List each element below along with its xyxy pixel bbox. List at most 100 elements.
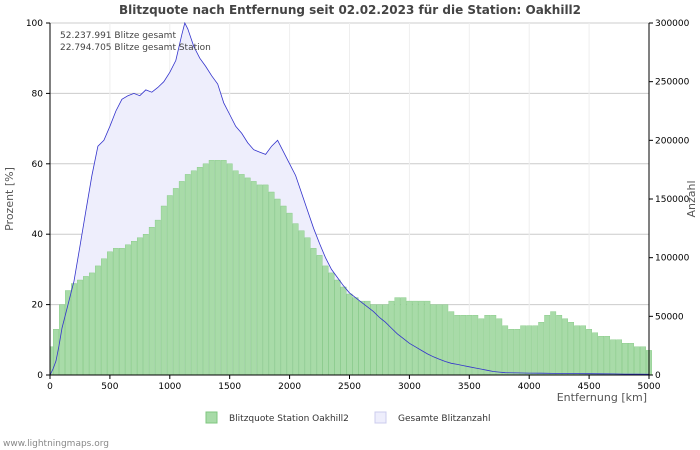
quota-bar-2600 (358, 300, 365, 376)
quota-bar-2550 (352, 297, 359, 376)
station-quota-bars (50, 160, 652, 376)
quota-bar-300 (82, 276, 89, 376)
quota-bar-4500 (586, 329, 593, 376)
quota-bar-1550 (232, 170, 239, 376)
quota-bar-800 (142, 233, 149, 376)
quota-bar-1650 (244, 177, 251, 376)
quota-bar-3250 (436, 304, 443, 376)
quota-bar-2500 (346, 293, 353, 376)
quota-bar-4850 (628, 343, 634, 376)
quota-bar-2400 (334, 279, 341, 376)
quota-bar-850 (148, 226, 155, 376)
quota-bar-500 (106, 251, 113, 376)
y-left-tick-label-100: 100 (26, 19, 43, 29)
y-right-tick-label-200000: 200000 (655, 136, 690, 146)
legend-label-total: Gesamte Blitzanzahl (398, 414, 491, 424)
x-tick-label-500: 500 (101, 382, 118, 392)
quota-bar-3400 (454, 315, 461, 376)
quota-bar-3750 (496, 318, 503, 376)
quota-bar-4050 (532, 325, 539, 376)
quota-bar-4450 (580, 325, 587, 376)
x-axis-label: Entfernung [km] (557, 391, 647, 404)
total-strikes-line-path (49, 21, 650, 376)
quota-bar-1100 (178, 181, 185, 376)
quota-bar-4150 (544, 315, 551, 376)
quota-bar-4350 (568, 322, 575, 376)
quota-bar-2800 (382, 304, 389, 376)
quota-bar-1750 (256, 184, 263, 376)
quota-bar-4550 (592, 332, 599, 376)
quota-bar-4750 (616, 339, 623, 376)
quota-bar-2100 (298, 230, 305, 376)
y-right-tick-label-0: 0 (655, 371, 661, 381)
quota-bar-2950 (400, 297, 407, 376)
x-tick-label-4000: 4000 (518, 382, 541, 392)
quota-bar-4250 (556, 315, 563, 376)
credit-text: www.lightningmaps.org (3, 439, 109, 449)
x-tick-label-0: 0 (47, 382, 53, 392)
x-tick-label-5000: 5000 (638, 382, 661, 392)
y-right-tick-label-300000: 300000 (655, 19, 690, 29)
quota-bar-3050 (412, 300, 419, 376)
quota-bar-3700 (490, 315, 497, 376)
quota-bar-350 (88, 272, 95, 376)
quota-bar-1700 (250, 181, 257, 376)
quota-bar-2200 (310, 248, 317, 376)
quota-bar-2900 (394, 297, 401, 376)
quota-bar-650 (124, 244, 131, 376)
quota-bar-3800 (502, 325, 509, 376)
quota-bar-750 (136, 237, 143, 376)
y-left-axis-ticks: 0 20 40 60 80 100 (26, 19, 50, 381)
x-tick-label-1500: 1500 (218, 382, 241, 392)
quota-bar-3100 (418, 300, 425, 376)
quota-bar-1000 (166, 195, 173, 376)
y-right-tick-label-50000: 50000 (655, 312, 684, 322)
y-right-tick-label-250000: 250000 (655, 78, 690, 88)
quota-bar-1950 (280, 205, 287, 376)
quota-bar-3850 (508, 329, 515, 376)
quota-bar-3550 (472, 315, 479, 376)
quota-bar-1350 (208, 160, 215, 376)
x-tick-label-1000: 1000 (158, 382, 181, 392)
quota-bar-2150 (304, 237, 311, 376)
quota-bar-2050 (292, 223, 299, 376)
chart-title: Blitzquote nach Entfernung seit 02.02.20… (119, 3, 581, 17)
y-right-tick-label-150000: 150000 (655, 195, 690, 205)
legend-label-station: Blitzquote Station Oakhill2 (229, 414, 349, 424)
y-right-axis-label: Anzahl (685, 180, 698, 217)
x-tick-label-3500: 3500 (458, 382, 481, 392)
quota-bar-1400 (214, 160, 221, 376)
quota-bar-250 (77, 279, 83, 376)
quota-bar-1150 (184, 174, 191, 376)
quota-bar-4200 (550, 311, 557, 376)
quota-bar-1300 (202, 163, 209, 376)
quota-bar-2250 (316, 255, 323, 376)
x-tick-label-2000: 2000 (278, 382, 301, 392)
x-tick-label-4500: 4500 (578, 382, 601, 392)
quota-bar-3000 (406, 300, 413, 376)
quota-bar-3200 (430, 304, 437, 376)
quota-bar-950 (160, 205, 167, 376)
x-tick-label-3000: 3000 (398, 382, 421, 392)
quota-bar-2000 (286, 212, 293, 376)
quota-bar-1050 (172, 188, 179, 376)
quota-bar-4100 (538, 322, 545, 376)
quota-bar-600 (118, 248, 125, 376)
quota-bar-450 (100, 258, 107, 376)
quota-bar-3150 (424, 300, 431, 376)
quota-bar-4800 (622, 343, 628, 376)
legend-swatch-total (374, 411, 387, 424)
quota-bar-1250 (196, 167, 203, 376)
quota-bar-700 (130, 240, 137, 376)
y-right-tick-label-100000: 100000 (655, 254, 690, 264)
quota-bar-3300 (442, 304, 449, 376)
quota-bar-4600 (598, 336, 605, 376)
quota-bar-1800 (262, 184, 269, 376)
x-tick-label-2500: 2500 (338, 382, 361, 392)
quota-bar-3600 (478, 318, 485, 376)
quota-bar-1200 (190, 170, 197, 376)
quota-bar-4300 (562, 318, 569, 376)
quota-bar-1500 (226, 163, 233, 376)
quota-bar-4000 (526, 325, 533, 376)
